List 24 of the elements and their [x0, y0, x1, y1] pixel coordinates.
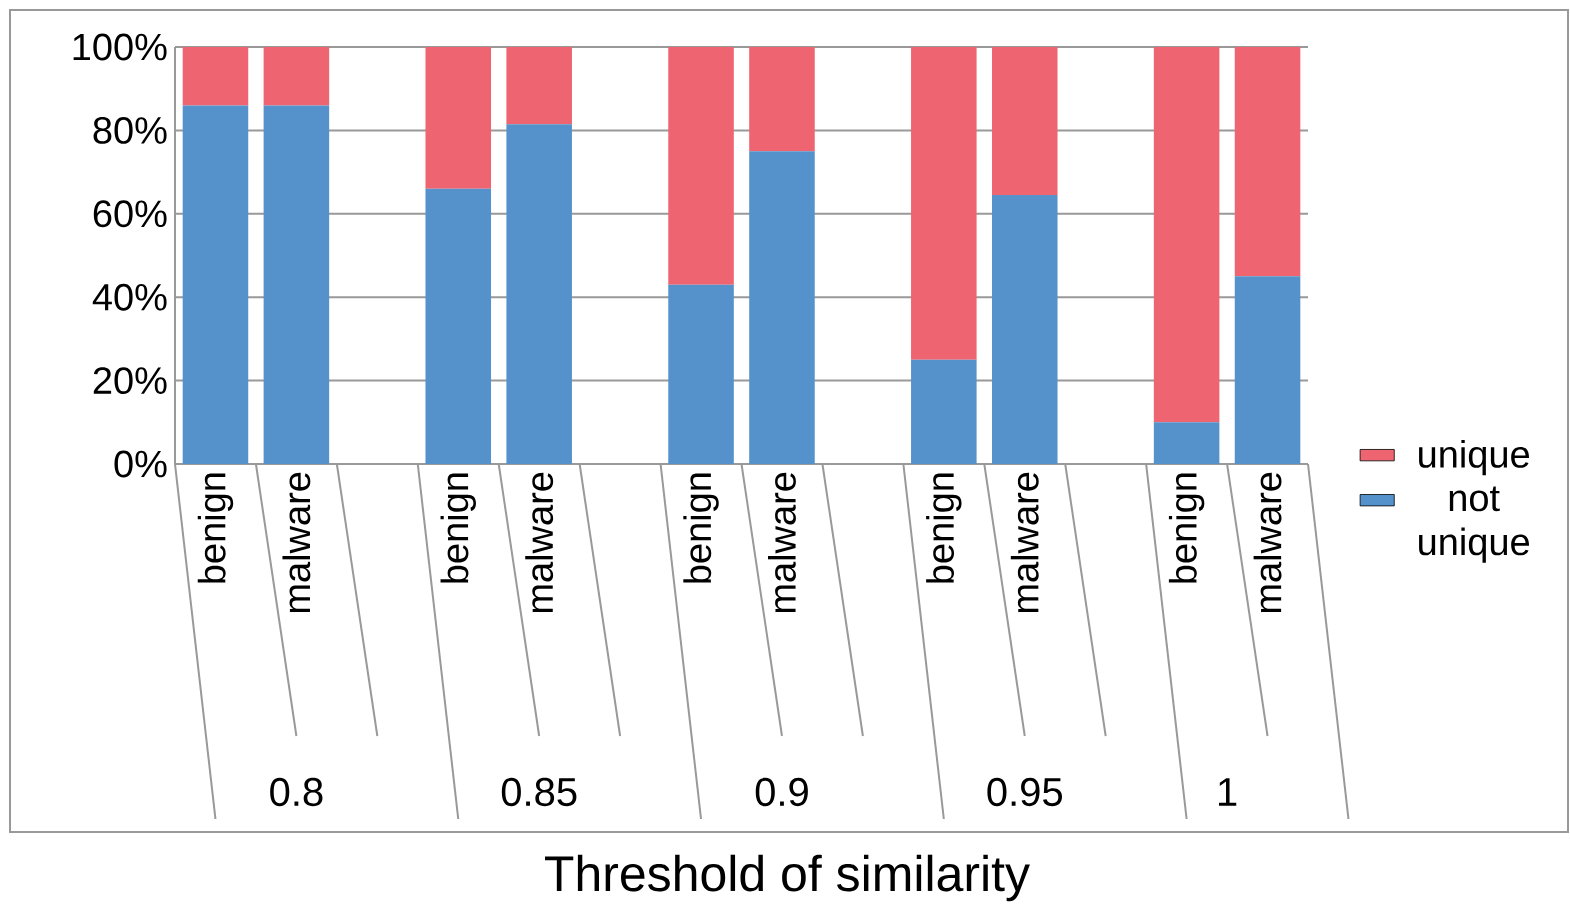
text: 0.95: [987, 777, 1062, 807]
text: 0.8: [270, 777, 323, 807]
text: 0.85: [501, 777, 577, 807]
x-tick-label: benign: [440, 473, 476, 583]
y-tick-label: 60%: [93, 200, 167, 228]
y-tick-label: 20%: [93, 367, 167, 395]
x-axis-title: Threshold of similarity: [545, 854, 1030, 902]
x-tick-label: benign: [683, 473, 719, 583]
x-tick-label: malware: [768, 472, 796, 613]
x-tick-label: benign: [1168, 473, 1205, 583]
y-tick-label: 80%: [93, 116, 167, 144]
y-tick-label: 0%: [114, 450, 167, 478]
x-tick-label: benign: [197, 473, 234, 583]
x-tick-label: malware: [525, 472, 554, 613]
x-tick-label: malware: [1010, 472, 1039, 613]
legend-label: unique: [1419, 439, 1529, 476]
y-tick-label: 40%: [92, 283, 167, 311]
x-tick-label: malware: [282, 472, 311, 613]
x-tick-label: benign: [926, 473, 962, 583]
text: 1: [1219, 778, 1237, 806]
text: 0.9: [755, 777, 808, 807]
x-tick-label: malware: [1253, 472, 1282, 613]
y-tick-label: 100%: [73, 33, 167, 61]
legend-label: not unique: [1419, 486, 1529, 563]
